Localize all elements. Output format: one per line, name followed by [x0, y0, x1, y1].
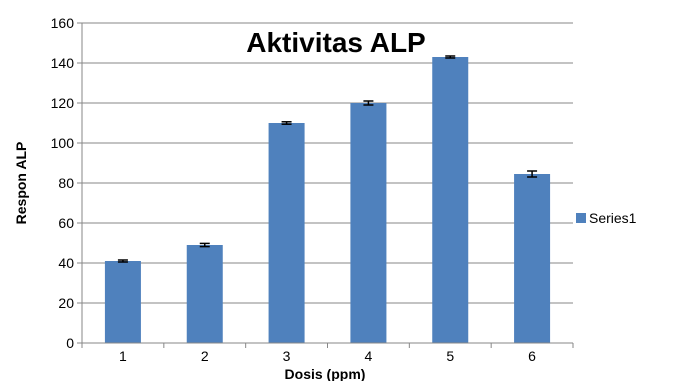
- x-axis-label: Dosis (ppm): [285, 366, 366, 381]
- y-tick-label: 40: [58, 255, 74, 271]
- bar: [350, 103, 387, 343]
- error-bar: [199, 242, 210, 248]
- x-tick-labels: 1 2 3 4 5 6: [119, 348, 536, 364]
- chart-title: Aktivitas ALP: [246, 27, 425, 58]
- y-tick-label: 20: [58, 295, 74, 311]
- x-tick-label: 4: [365, 348, 373, 364]
- y-tick-label: 0: [66, 335, 74, 351]
- bars: [104, 57, 551, 343]
- error-bar: [445, 55, 456, 59]
- legend-label: Series1: [589, 210, 637, 226]
- gridlines: [77, 22, 573, 344]
- error-bar: [363, 100, 374, 106]
- x-axis: [81, 342, 574, 348]
- y-tick-label: 120: [51, 95, 75, 111]
- error-bar: [527, 170, 538, 178]
- x-tick-label: 2: [201, 348, 209, 364]
- legend: Series1: [576, 210, 637, 226]
- y-tick-label: 60: [58, 215, 74, 231]
- x-tick-label: 3: [283, 348, 291, 364]
- y-tick-label: 80: [58, 175, 74, 191]
- bar: [104, 261, 141, 343]
- x-tick-label: 6: [528, 348, 536, 364]
- y-axis-label: Respon ALP: [13, 142, 29, 225]
- x-tick-label: 5: [446, 348, 454, 364]
- error-bar: [281, 121, 292, 125]
- bar: [432, 57, 469, 343]
- x-tick-label: 1: [119, 348, 127, 364]
- legend-swatch: [576, 213, 586, 223]
- bar: [268, 123, 305, 343]
- error-bars: [117, 55, 538, 263]
- y-tick-label: 140: [51, 55, 75, 71]
- y-tick-label: 100: [51, 135, 75, 151]
- bar: [186, 245, 223, 343]
- bar: [514, 174, 551, 343]
- error-bar: [117, 259, 128, 263]
- y-tick-labels: 0 20 40 60 80 100 120 140 160: [51, 15, 75, 351]
- y-tick-label: 160: [51, 15, 75, 31]
